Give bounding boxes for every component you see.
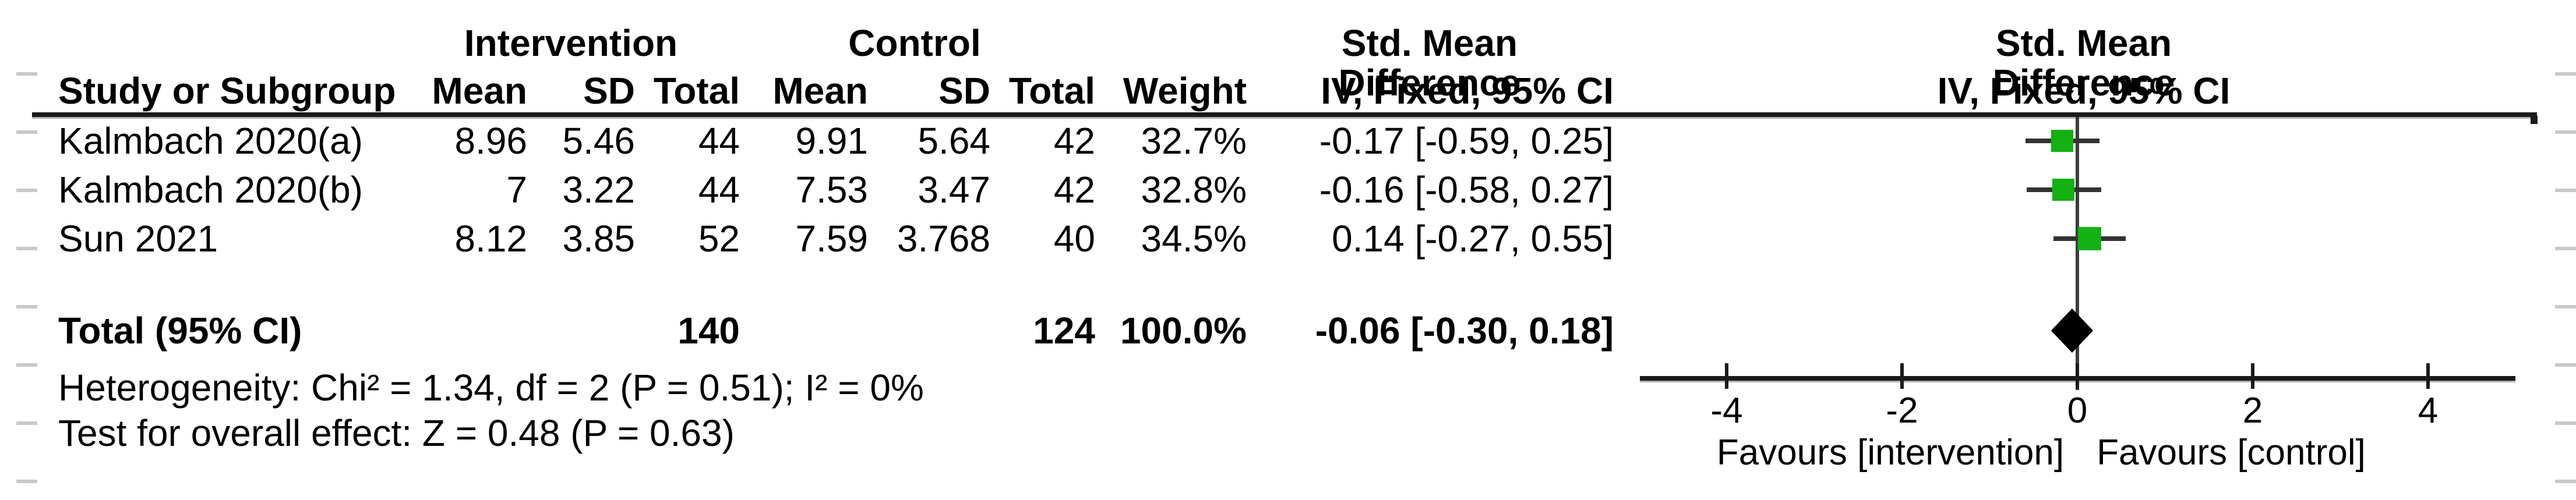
left-edge-grid-dash [16,480,37,483]
study-point-marker [2051,130,2074,152]
table-row: Sun 2021 8.12 3.85 52 7.59 3.768 40 34.5… [0,214,2576,263]
control-total-value: 40 [1053,218,1095,260]
left-edge-grid-dash [16,189,37,192]
control-mean-value: 9.91 [795,120,868,162]
intervention-sd-value: 3.85 [562,218,635,260]
header-iv-fixed-plot: IV, Fixed, 95% CI [1937,70,2231,112]
favours-right-label: Favours [control] [2097,432,2366,473]
x-axis-tick [2251,363,2254,389]
header-control-total: Total [1008,70,1095,112]
right-edge-grid-dash [2555,72,2576,76]
header-intervention-total: Total [653,70,740,112]
x-tick-label: 0 [2067,391,2088,431]
weight-value: 34.5% [1141,218,1247,260]
intervention-total-value: 52 [698,218,740,260]
x-axis-tick [2426,363,2430,389]
x-tick-label: -2 [1886,391,1918,431]
x-tick-label: -4 [1710,391,1743,431]
column-group-smd-table: Std. Mean Difference [1338,22,1521,104]
heterogeneity-stats: Heterogeneity: Chi² = 1.34, df = 2 (P = … [58,367,924,409]
intervention-grand-total: 140 [677,310,740,352]
left-edge-grid-dash [16,363,37,367]
study-point-marker [2052,179,2074,201]
total-weight: 100.0% [1120,310,1247,352]
right-edge-grid-dash [2555,305,2576,308]
intervention-total-value: 44 [698,169,740,211]
weight-value: 32.8% [1141,169,1247,211]
header-control-sd: SD [938,70,990,112]
x-axis-tick [1900,363,1904,389]
intervention-mean-value: 8.12 [454,218,527,260]
intervention-mean-value: 8.96 [454,120,527,162]
x-tick-label: 4 [2418,391,2439,431]
control-mean-value: 7.59 [795,218,868,260]
left-edge-grid-dash [16,421,37,425]
x-tick-label: 2 [2242,391,2263,431]
favours-left-label: Favours [intervention] [1716,432,2065,473]
control-total-value: 42 [1053,120,1095,162]
control-total-value: 42 [1053,169,1095,211]
header-weight: Weight [1123,70,1247,112]
smd-ci-text: -0.16 [-0.58, 0.27] [1319,169,1614,211]
header-separator-line [32,112,2537,117]
study-label: Kalmbach 2020(a) [58,120,363,162]
header-intervention-mean: Mean [432,70,527,112]
zero-reference-line [2076,117,2079,390]
table-row: Kalmbach 2020(a) 8.96 5.46 44 9.91 5.64 … [0,116,2576,165]
left-edge-grid-dash [16,247,37,250]
intervention-sd-value: 3.22 [562,169,635,211]
header-iv-fixed-table: IV, Fixed, 95% CI [1321,70,1614,112]
total-row: Total (95% CI) 140 124 100.0% -0.06 [-0.… [0,306,2576,355]
intervention-mean-value: 7 [506,169,527,211]
study-label: Kalmbach 2020(b) [58,169,363,211]
separator-end-tick [2531,116,2538,124]
study-label: Sun 2021 [58,218,218,260]
weight-value: 32.7% [1141,120,1247,162]
control-mean-value: 7.53 [795,169,868,211]
left-edge-grid-dash [16,305,37,308]
left-edge-grid-dash [16,72,37,76]
right-edge-grid-dash [2555,421,2576,425]
left-edge-grid-dash [16,130,37,134]
control-sd-value: 3.768 [897,218,990,260]
intervention-total-value: 44 [698,120,740,162]
x-axis-tick [1725,363,1728,389]
control-sd-value: 3.47 [918,169,990,211]
right-edge-grid-dash [2555,480,2576,483]
column-group-intervention: Intervention [464,22,678,64]
header-intervention-sd: SD [583,70,635,112]
header-study-or-subgroup: Study or Subgroup [58,70,396,112]
study-point-marker [2078,227,2102,250]
smd-ci-text: 0.14 [-0.27, 0.55] [1332,218,1614,260]
total-label: Total (95% CI) [58,310,302,352]
header-control-mean: Mean [772,70,868,112]
total-smd-ci-text: -0.06 [-0.30, 0.18] [1315,310,1614,352]
right-edge-grid-dash [2555,189,2576,192]
intervention-sd-value: 5.46 [562,120,635,162]
right-edge-grid-dash [2555,130,2576,134]
right-edge-grid-dash [2555,247,2576,250]
table-row: Kalmbach 2020(b) 7 3.22 44 7.53 3.47 42 … [0,165,2576,214]
smd-ci-text: -0.17 [-0.59, 0.25] [1319,120,1614,162]
overall-effect-test: Test for overall effect: Z = 0.48 (P = 0… [58,412,735,454]
right-edge-grid-dash [2555,363,2576,367]
control-grand-total: 124 [1033,310,1095,352]
header-separator-shadow [32,117,2537,119]
control-sd-value: 5.64 [918,120,990,162]
x-axis-tick [2076,363,2079,389]
column-group-control: Control [848,22,981,64]
column-group-smd-plot: Std. Mean Difference [1992,22,2175,104]
